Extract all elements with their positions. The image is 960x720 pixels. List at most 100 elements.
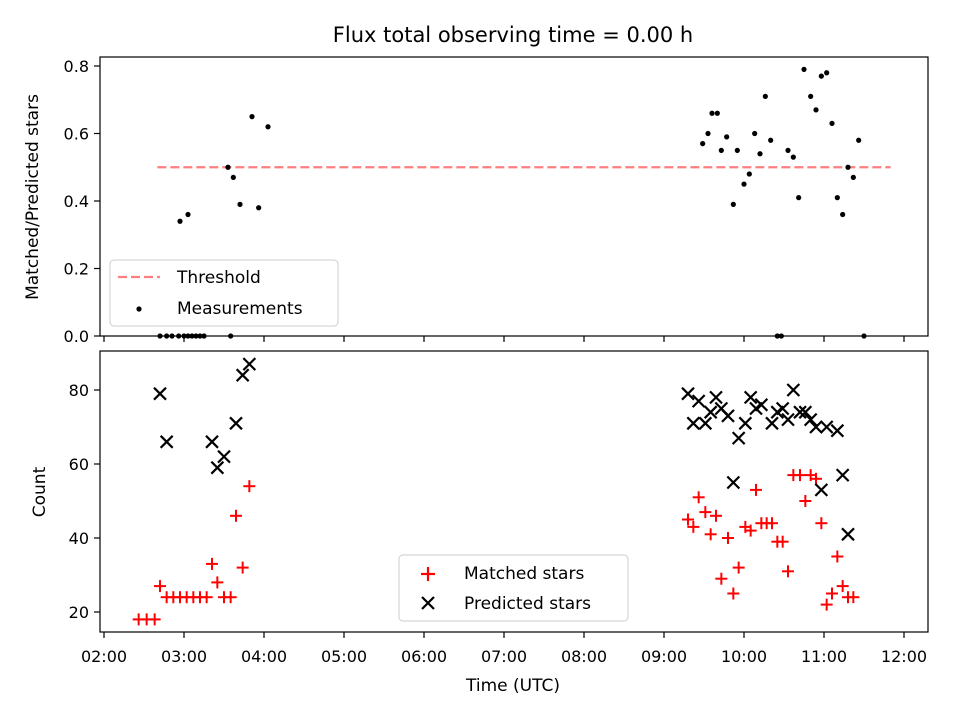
measurement-point xyxy=(861,333,867,339)
predicted-star-marker xyxy=(743,390,758,405)
measurement-point xyxy=(193,333,199,339)
x-tick-label: 05:00 xyxy=(321,647,367,666)
bottom-legend-box xyxy=(398,554,629,622)
matched-star-marker xyxy=(776,535,789,548)
predicted-star-marker xyxy=(698,416,713,431)
x-axis-label: Time (UTC) xyxy=(465,676,560,696)
measurement-point xyxy=(762,93,768,99)
measurement-point xyxy=(796,195,802,201)
bottom-y-tick-label: 40 xyxy=(69,529,89,548)
measurement-point xyxy=(801,66,807,72)
top-y-tick-label: 0.0 xyxy=(64,327,89,346)
measurement-point xyxy=(709,110,715,116)
measurement-point xyxy=(768,137,774,143)
measurement-point xyxy=(230,174,236,180)
matched-star-marker xyxy=(810,472,822,485)
legend-matched-label: Matched stars xyxy=(464,564,584,584)
matched-star-marker xyxy=(732,561,745,574)
predicted-star-marker xyxy=(775,401,790,416)
measurement-point xyxy=(237,201,243,207)
measurement-point xyxy=(778,333,784,339)
measurement-point xyxy=(700,141,706,147)
predicted-star-marker xyxy=(731,431,746,445)
measurement-point xyxy=(157,333,163,339)
predicted-star-marker xyxy=(721,409,735,423)
measurement-point xyxy=(705,130,711,137)
matched-star-marker xyxy=(782,565,794,578)
matched-star-marker xyxy=(831,550,844,563)
predicted-star-marker xyxy=(691,394,706,408)
measurement-point xyxy=(741,181,747,187)
x-tick-label: 03:00 xyxy=(161,647,207,666)
legend-measurements-swatch xyxy=(136,306,142,312)
predicted-star-marker xyxy=(205,435,219,449)
legend-measurements-label: Measurements xyxy=(177,299,303,319)
measurement-point xyxy=(189,333,195,339)
predicted-star-marker xyxy=(809,420,823,434)
measurement-point xyxy=(228,333,234,339)
top-y-axis: 0.0 0.2 0.4 0.6 0.8 xyxy=(64,57,100,346)
predicted-star-marker xyxy=(217,449,231,464)
matched-star-marker xyxy=(148,613,161,626)
matched-star-marker xyxy=(820,598,833,611)
measurement-point xyxy=(845,164,851,170)
measurement-point xyxy=(714,110,720,116)
x-tick-label: 12:00 xyxy=(881,647,927,666)
measurement-point xyxy=(185,333,191,339)
top-x-ticks xyxy=(103,336,905,342)
measurement-point xyxy=(746,171,752,177)
matched-star-marker xyxy=(211,576,224,589)
predicted-star-marker xyxy=(835,468,850,482)
predicted-star-marker xyxy=(841,527,855,542)
measurement-point xyxy=(177,218,183,224)
matched-star-marker xyxy=(727,587,740,600)
measurement-point xyxy=(829,120,835,126)
predicted-star-marker xyxy=(798,405,813,419)
matched-star-marker xyxy=(682,513,694,526)
measurement-point xyxy=(856,137,862,143)
bottom-y-axis: 20 40 60 80 xyxy=(69,381,100,622)
predicted-star-marker xyxy=(786,383,801,397)
predicted-star-marker xyxy=(709,390,723,405)
measurement-point xyxy=(818,73,824,79)
predicted-star-marker xyxy=(242,357,257,371)
measurement-point xyxy=(757,151,763,157)
bottom-marks xyxy=(132,357,860,626)
x-tick-label: 04:00 xyxy=(241,647,287,666)
predicted-star-marker xyxy=(703,405,718,419)
matched-star-marker xyxy=(836,580,849,593)
measurement-point xyxy=(256,205,262,211)
x-tick-label: 07:00 xyxy=(481,647,527,666)
matched-star-marker xyxy=(154,580,166,593)
measurement-point xyxy=(201,333,207,339)
x-tick-label: 02:00 xyxy=(81,647,127,666)
measurement-point xyxy=(249,114,255,120)
matched-star-marker xyxy=(710,509,722,522)
measurement-point xyxy=(197,333,203,339)
x-tick-label: 10:00 xyxy=(721,647,767,666)
measurement-point xyxy=(790,154,796,160)
top-panel: 0.00.20.40.60.8 Matched/Predicted stars … xyxy=(23,56,929,346)
x-tick-label: 11:00 xyxy=(801,647,847,666)
predicted-star-marker xyxy=(814,483,829,497)
bottom-y-tick-label: 80 xyxy=(69,381,89,400)
top-legend: Threshold Measurements xyxy=(109,259,339,327)
measurement-point xyxy=(265,124,271,130)
measurement-point xyxy=(850,174,856,180)
chart-title: Flux total observing time = 0.00 h xyxy=(333,23,693,47)
measurement-point xyxy=(824,70,830,76)
matched-star-marker xyxy=(200,591,213,604)
matched-star-marker xyxy=(722,532,734,544)
x-tick-label: 08:00 xyxy=(561,647,607,666)
predicted-star-marker xyxy=(229,416,243,431)
matched-star-marker xyxy=(715,572,728,585)
measurement-point xyxy=(785,147,791,153)
bottom-legend: Matched stars Predicted stars xyxy=(398,554,629,622)
predicted-star-marker xyxy=(765,416,779,431)
matched-star-marker xyxy=(799,495,812,507)
legend-predicted-swatch xyxy=(421,596,435,610)
matched-star-marker xyxy=(826,587,838,600)
matched-star-marker xyxy=(224,591,237,604)
matched-star-marker xyxy=(815,517,828,530)
